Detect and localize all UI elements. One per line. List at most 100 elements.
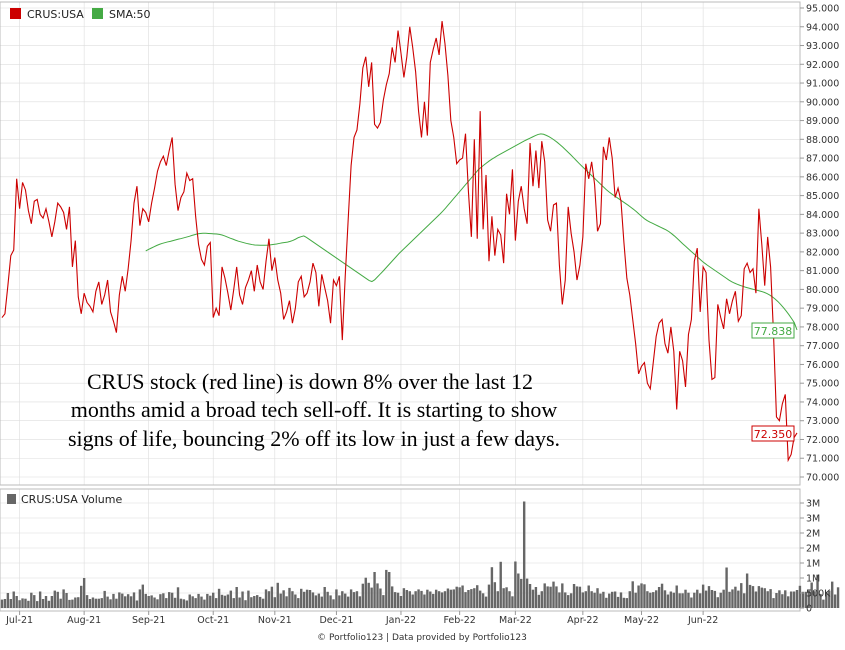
volume-bar — [625, 598, 629, 608]
volume-bar — [38, 591, 42, 608]
volume-bar — [637, 585, 640, 608]
volume-bar — [701, 584, 705, 608]
volume-bar — [643, 584, 646, 608]
volume-bar — [179, 598, 183, 608]
volume-bar — [302, 591, 306, 608]
volume-bar — [634, 592, 637, 608]
volume-bar — [402, 588, 406, 608]
volume-bar — [194, 598, 197, 608]
volume-bar — [781, 594, 784, 608]
volume-bar — [250, 597, 253, 608]
volume-bar — [338, 595, 341, 608]
volume-bar — [229, 590, 233, 608]
volume-bar — [693, 592, 696, 608]
x-tick-label: Mar-22 — [499, 615, 532, 626]
volume-bar — [235, 587, 238, 608]
volume-bar — [619, 592, 623, 608]
volume-bar — [719, 592, 722, 608]
x-tick-label: Dec-21 — [319, 615, 353, 626]
price-y-tick-label: 80.000 — [806, 285, 839, 296]
volume-bar — [156, 599, 159, 608]
volume-bar — [687, 592, 690, 608]
volume-bar — [534, 587, 538, 608]
sma-last-value-tag: 77.838 — [751, 322, 795, 339]
volume-bar — [807, 590, 810, 608]
volume-bar — [675, 585, 678, 608]
price-legend: CRUS:USA SMA:50 — [10, 8, 151, 21]
volume-bar — [628, 591, 631, 608]
volume-bar — [126, 594, 130, 608]
volume-bar — [804, 591, 807, 608]
price-y-tick-label: 70.000 — [806, 473, 839, 484]
volume-bar — [657, 587, 661, 608]
volume-bar — [760, 587, 763, 608]
volume-bar — [575, 586, 579, 608]
volume-bar — [543, 583, 546, 608]
volume-bar — [80, 585, 83, 608]
volume-bar — [602, 591, 605, 608]
volume-bar — [810, 582, 813, 608]
volume-bar — [373, 572, 376, 608]
volume-bar — [710, 590, 714, 608]
volume-bar — [282, 590, 285, 608]
volume-bar — [473, 588, 476, 608]
volume-bar — [308, 590, 312, 608]
volume-bar — [502, 588, 505, 608]
volume-bar — [525, 578, 529, 608]
x-tick-label: Apr-22 — [567, 615, 598, 626]
volume-bar — [247, 590, 250, 608]
volume-bar — [36, 601, 39, 608]
volume-bar — [47, 600, 51, 608]
volume-bar — [622, 597, 626, 608]
volume-bar — [112, 593, 115, 608]
volume-bar — [3, 599, 7, 608]
price-y-tick-label: 76.000 — [806, 360, 839, 371]
volume-bar — [813, 591, 816, 608]
volume-y-tick-label: 2M — [806, 544, 820, 555]
x-tick-label: Oct-21 — [197, 615, 229, 626]
volume-bar — [740, 583, 743, 608]
volume-bar — [751, 586, 755, 608]
price-y-tick-label: 84.000 — [806, 210, 839, 221]
price-y-tick-label: 81.000 — [806, 266, 839, 277]
price-y-tick-label: 92.000 — [806, 60, 839, 71]
volume-legend: CRUS:USA Volume — [7, 493, 122, 506]
price-line — [1, 21, 798, 463]
volume-bar — [458, 587, 461, 608]
volume-bar — [833, 594, 837, 608]
volume-bar — [124, 596, 127, 608]
volume-bar — [499, 561, 502, 608]
volume-bar — [610, 591, 614, 608]
volume-bar — [411, 594, 414, 608]
volume-bar — [185, 600, 189, 608]
volume-bar — [446, 588, 450, 608]
volume-bar — [537, 594, 541, 608]
volume-bar — [566, 595, 570, 608]
volume-bar — [696, 589, 699, 608]
volume-bar — [578, 586, 582, 608]
volume-bar — [182, 599, 186, 608]
volume-bar — [737, 590, 740, 608]
volume-bar — [27, 600, 30, 608]
volume-bar — [220, 594, 224, 608]
volume-bar — [511, 596, 514, 608]
x-tick-label: Sep-21 — [132, 615, 165, 626]
volume-bar — [332, 599, 335, 608]
volume-bar — [405, 590, 409, 608]
volume-bar — [103, 590, 106, 608]
price-y-tick-label: 89.000 — [806, 116, 839, 127]
volume-bar — [590, 591, 593, 608]
volume-bar — [288, 587, 291, 608]
volume-bar — [420, 590, 423, 608]
sma-last-value: 77.838 — [754, 325, 793, 338]
annotation-line-2: months amid a broad tech sell-off. It is… — [71, 397, 558, 422]
volume-bar — [429, 591, 432, 608]
volume-bar — [555, 586, 558, 608]
volume-bar — [261, 598, 265, 608]
volume-bar — [212, 592, 215, 608]
volume-bar — [605, 597, 608, 608]
price-y-tick-label: 75.000 — [806, 379, 839, 390]
volume-bar — [382, 595, 385, 608]
volume-bar — [722, 589, 725, 608]
volume-bar — [97, 598, 101, 608]
